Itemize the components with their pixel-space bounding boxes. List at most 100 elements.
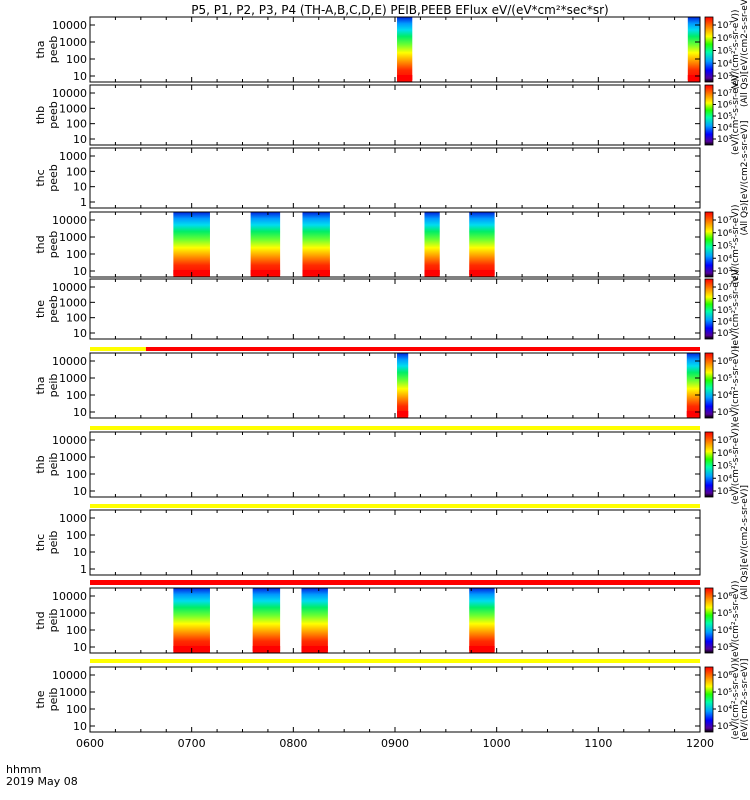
y-tick-label: 10000 bbox=[52, 87, 87, 100]
y-tick-label: 100 bbox=[66, 468, 87, 481]
colorbar-tick-label: 10⁵ bbox=[717, 112, 732, 122]
colorbar-tick-label: 10⁷ bbox=[717, 21, 732, 31]
y-tick-label: 100 bbox=[66, 624, 87, 637]
y-tick-label: 10 bbox=[73, 485, 87, 498]
spectrogram-low-energy-band bbox=[397, 411, 409, 416]
colorbar-tick-label: 10³ bbox=[717, 267, 732, 277]
panel-instrument-label: peeb bbox=[47, 231, 60, 259]
x-caption: hhmm bbox=[6, 763, 41, 776]
colorbar-tick-label: 10⁴ bbox=[717, 254, 732, 264]
x-date: 2019 May 08 bbox=[6, 775, 78, 788]
x-tick-label: 0600 bbox=[76, 737, 104, 750]
y-tick-label: 1 bbox=[80, 563, 87, 576]
spectrogram-low-energy-band bbox=[397, 75, 413, 80]
y-tick-label: 1000 bbox=[59, 231, 87, 244]
spectrogram-block bbox=[173, 212, 210, 277]
spectrogram-block bbox=[301, 588, 328, 653]
y-tick-label: 10000 bbox=[52, 590, 87, 603]
spectrogram-low-energy-band bbox=[302, 270, 330, 275]
status-bar-stack bbox=[90, 347, 700, 663]
colorbar bbox=[704, 587, 714, 654]
colorbar-unit-label: (eV/(cm²-s-sr-eV)) bbox=[731, 424, 741, 504]
panel-tha-peeb: 10000 1000 100 10 tha peeb 10⁷ 10⁶ 10⁵ 10⁴ 10³(eV/… bbox=[34, 0, 750, 107]
panel-frame bbox=[89, 352, 701, 419]
y-tick-label: 10 bbox=[73, 720, 87, 733]
y-tick-label: 100 bbox=[66, 703, 87, 716]
colorbar bbox=[704, 84, 714, 146]
panel-instrument-label: peib bbox=[47, 453, 60, 477]
spectrogram-low-energy-band bbox=[301, 646, 328, 651]
spectrogram-block bbox=[424, 212, 440, 277]
y-tick-label: 10 bbox=[73, 133, 87, 146]
y-tick-label: 100 bbox=[66, 389, 87, 402]
spectrogram-low-energy-band bbox=[469, 646, 495, 651]
panel-probe-label: tha bbox=[34, 40, 47, 58]
y-tick-label: 10 bbox=[73, 327, 87, 340]
panel-instrument-label: peeb bbox=[47, 101, 60, 129]
colorbar-tick-label: 10³ bbox=[717, 408, 732, 418]
spectrogram-block bbox=[397, 353, 409, 418]
status-bar-segment bbox=[145, 347, 700, 351]
spectrogram-low-energy-band bbox=[424, 270, 440, 275]
spectrogram-low-energy-band bbox=[250, 270, 281, 275]
y-tick-label: 1000 bbox=[59, 296, 87, 309]
colorbar-tick-label: 10⁴ bbox=[717, 318, 732, 328]
panel-probe-label: tha bbox=[34, 376, 47, 394]
spectrogram-block bbox=[302, 212, 330, 277]
colorbar-tick-label: 10⁶ bbox=[717, 101, 732, 111]
colorbar-tick-label: 10³ bbox=[717, 487, 732, 497]
y-tick-label: 10 bbox=[73, 546, 87, 559]
x-tick-label: 1200 bbox=[686, 737, 714, 750]
colorbar-tick-label: 10⁶ bbox=[717, 592, 732, 602]
colorbar-unit-label: (eV/(cm²-s-sr-eV)) bbox=[731, 580, 741, 660]
panel-thc-peib: 1000 100 10 1 thc peib (All Qs)[eV/(cm2-s-sr-e… bbox=[34, 485, 750, 600]
colorbar-tick-label: 10³ bbox=[717, 135, 732, 145]
spectrogram-block bbox=[687, 17, 700, 82]
panel-frame bbox=[89, 509, 701, 576]
y-tick-label: 10 bbox=[73, 641, 87, 654]
colorbar-tick-label: 10⁷ bbox=[717, 89, 732, 99]
colorbar-tick-label: 10⁴ bbox=[717, 391, 732, 401]
y-tick-label: 10 bbox=[73, 181, 87, 194]
panel-probe-label: thb bbox=[34, 106, 47, 124]
y-tick-label: 1000 bbox=[59, 607, 87, 620]
spectrogram-low-energy-band bbox=[686, 411, 700, 416]
colorbar-tick-label: 10⁷ bbox=[717, 436, 732, 446]
colorbar bbox=[704, 352, 714, 419]
panel-instrument-label: peeb bbox=[47, 164, 60, 192]
y-tick-label: 100 bbox=[66, 53, 87, 66]
colorbar-tick-label: 10⁴ bbox=[717, 124, 732, 134]
colorbar-tick-label: 10⁵ bbox=[717, 609, 732, 619]
y-tick-label: 10 bbox=[73, 406, 87, 419]
x-tick-label: 1000 bbox=[483, 737, 511, 750]
spectrogram-block bbox=[250, 212, 281, 277]
spectrogram-low-energy-band bbox=[252, 646, 281, 651]
time-axis: 0600 0700 0800 0900 1000 1100 1200 bbox=[76, 737, 714, 750]
y-tick-label: 1000 bbox=[59, 686, 87, 699]
side-unit-label: [eV/(cm2-s-sr-eV)] bbox=[740, 658, 750, 740]
x-tick-label: 0800 bbox=[279, 737, 307, 750]
x-tick-label: 0700 bbox=[178, 737, 206, 750]
panel-probe-label: the bbox=[34, 690, 47, 708]
panel-tha-peib: 10000 1000 100 10 tha peib 10⁶ 10⁵ 10⁴ 10³(eV/(cm… bbox=[34, 345, 741, 425]
panel-probe-label: thb bbox=[34, 455, 47, 473]
panel-instrument-label: peib bbox=[47, 531, 60, 555]
x-tick-label: 0900 bbox=[381, 737, 409, 750]
side-unit-label: (All Qs)[eV/(cm2-s-sr-eV)] bbox=[740, 485, 750, 600]
status-bar-segment bbox=[90, 659, 700, 663]
panel-thd-peeb: 10000 1000 100 10 thd peeb 10⁷ 10⁶ 10⁵ 10⁴ 10³(eV/… bbox=[34, 204, 741, 284]
y-tick-label: 10000 bbox=[52, 281, 87, 294]
y-tick-label: 100 bbox=[66, 529, 87, 542]
y-tick-label: 1 bbox=[80, 196, 87, 209]
spectrogram-block bbox=[469, 212, 495, 277]
y-tick-label: 10000 bbox=[52, 669, 87, 682]
y-tick-label: 1000 bbox=[59, 512, 87, 525]
y-tick-label: 1000 bbox=[59, 36, 87, 49]
y-tick-label: 100 bbox=[66, 118, 87, 131]
colorbar bbox=[704, 666, 714, 733]
colorbar-tick-label: 10⁴ bbox=[717, 474, 732, 484]
